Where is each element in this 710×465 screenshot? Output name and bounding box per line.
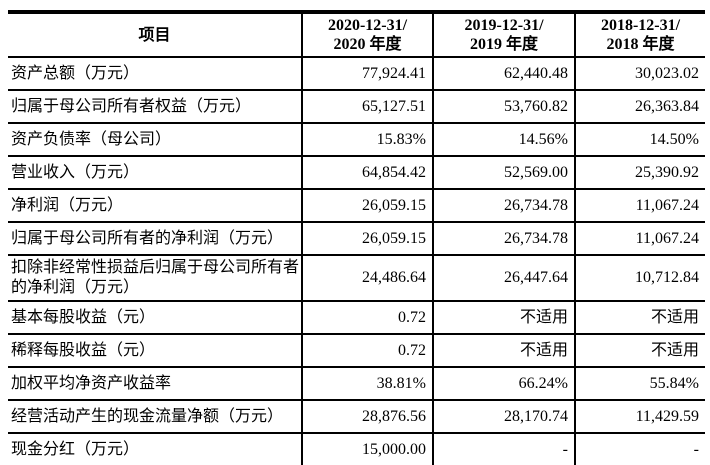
value-2018: 25,390.92: [574, 155, 705, 189]
value-2020: 65,127.51: [301, 89, 433, 123]
value-2020: 28,876.56: [301, 399, 433, 433]
value-2020: 0.72: [301, 333, 433, 367]
row-label: 经营活动产生的现金流量净额（万元）: [8, 399, 302, 433]
value-2019: 26,734.78: [432, 188, 575, 222]
table-row: 经营活动产生的现金流量净额（万元） 28,876.56 28,170.74 11…: [8, 399, 705, 433]
header-2020-year: 2020 年度: [333, 36, 402, 53]
value-2018: 30,023.02: [574, 56, 705, 90]
value-2020: 38.81%: [301, 366, 433, 400]
value-2018: 55.84%: [574, 366, 705, 400]
row-label: 营业收入（万元）: [8, 155, 302, 189]
row-label: 稀释每股收益（元）: [8, 333, 302, 367]
table-row: 营业收入（万元） 64,854.42 52,569.00 25,390.92: [8, 155, 705, 189]
value-2020: 15,000.00: [301, 432, 433, 465]
row-label: 资产负债率（母公司）: [8, 122, 302, 156]
value-2019: -: [432, 432, 575, 465]
table-row: 加权平均净资产收益率 38.81% 66.24% 55.84%: [8, 366, 705, 400]
value-2018: 不适用: [574, 333, 705, 367]
value-2019: 26,447.64: [432, 254, 575, 301]
row-label: 扣除非经常性损益后归属于母公司所有者的净利润（万元）: [8, 254, 302, 301]
financial-data-table: 项目 2020-12-31/ 2020 年度 2019-12-31/ 2019 …: [8, 10, 705, 465]
header-2019: 2019-12-31/ 2019 年度: [432, 12, 575, 58]
table-row: 现金分红（万元） 15,000.00 - -: [8, 432, 705, 465]
header-item: 项目: [8, 12, 302, 58]
table-row: 归属于母公司所有者权益（万元） 65,127.51 53,760.82 26,3…: [8, 89, 705, 123]
value-2020: 15.83%: [301, 122, 433, 156]
value-2018: 11,067.24: [574, 188, 705, 222]
value-2019: 14.56%: [432, 122, 575, 156]
value-2018: 11,429.59: [574, 399, 705, 433]
value-2020: 24,486.64: [301, 254, 433, 301]
value-2020: 64,854.42: [301, 155, 433, 189]
value-2019: 66.24%: [432, 366, 575, 400]
header-2020: 2020-12-31/ 2020 年度: [301, 12, 433, 58]
row-label: 归属于母公司所有者权益（万元）: [8, 89, 302, 123]
value-2020: 0.72: [301, 300, 433, 334]
value-2019: 26,734.78: [432, 221, 575, 255]
value-2018: 11,067.24: [574, 221, 705, 255]
table-row: 归属于母公司所有者的净利润（万元） 26,059.15 26,734.78 11…: [8, 221, 705, 255]
row-label: 加权平均净资产收益率: [8, 366, 302, 400]
header-2018: 2018-12-31/ 2018 年度: [574, 12, 705, 58]
value-2020: 77,924.41: [301, 56, 433, 90]
value-2020: 26,059.15: [301, 221, 433, 255]
value-2018: 10,712.84: [574, 254, 705, 301]
header-2019-year: 2019 年度: [469, 36, 538, 53]
value-2018: 不适用: [574, 300, 705, 334]
table-row: 基本每股收益（元） 0.72 不适用 不适用: [8, 300, 705, 334]
header-2018-year: 2018 年度: [606, 36, 675, 53]
row-label: 净利润（万元）: [8, 188, 302, 222]
row-label: 归属于母公司所有者的净利润（万元）: [8, 221, 302, 255]
table-row: 净利润（万元） 26,059.15 26,734.78 11,067.24: [8, 188, 705, 222]
value-2018: 14.50%: [574, 122, 705, 156]
value-2019: 62,440.48: [432, 56, 575, 90]
value-2018: 26,363.84: [574, 89, 705, 123]
table-row: 资产负债率（母公司） 15.83% 14.56% 14.50%: [8, 122, 705, 156]
header-2020-date: 2020-12-31/: [327, 17, 408, 34]
header-2019-date: 2019-12-31/: [464, 17, 544, 34]
row-label: 资产总额（万元）: [8, 56, 302, 90]
table-row: 扣除非经常性损益后归属于母公司所有者的净利润（万元） 24,486.64 26,…: [8, 254, 705, 301]
value-2019: 不适用: [432, 300, 575, 334]
table-row: 稀释每股收益（元） 0.72 不适用 不适用: [8, 333, 705, 367]
header-2018-date: 2018-12-31/: [600, 17, 681, 34]
row-label: 现金分红（万元）: [8, 432, 302, 465]
value-2019: 53,760.82: [432, 89, 575, 123]
value-2019: 28,170.74: [432, 399, 575, 433]
table-body: 资产总额（万元） 77,924.41 62,440.48 30,023.02 归…: [8, 56, 705, 465]
table-header: 项目 2020-12-31/ 2020 年度 2019-12-31/ 2019 …: [8, 12, 705, 58]
value-2020: 26,059.15: [301, 188, 433, 222]
value-2019: 不适用: [432, 333, 575, 367]
row-label: 基本每股收益（元）: [8, 300, 302, 334]
value-2018: -: [574, 432, 705, 465]
financial-report-page: 项目 2020-12-31/ 2020 年度 2019-12-31/ 2019 …: [0, 10, 710, 465]
table-row: 资产总额（万元） 77,924.41 62,440.48 30,023.02: [8, 56, 705, 90]
header-row: 项目 2020-12-31/ 2020 年度 2019-12-31/ 2019 …: [8, 12, 705, 58]
value-2019: 52,569.00: [432, 155, 575, 189]
